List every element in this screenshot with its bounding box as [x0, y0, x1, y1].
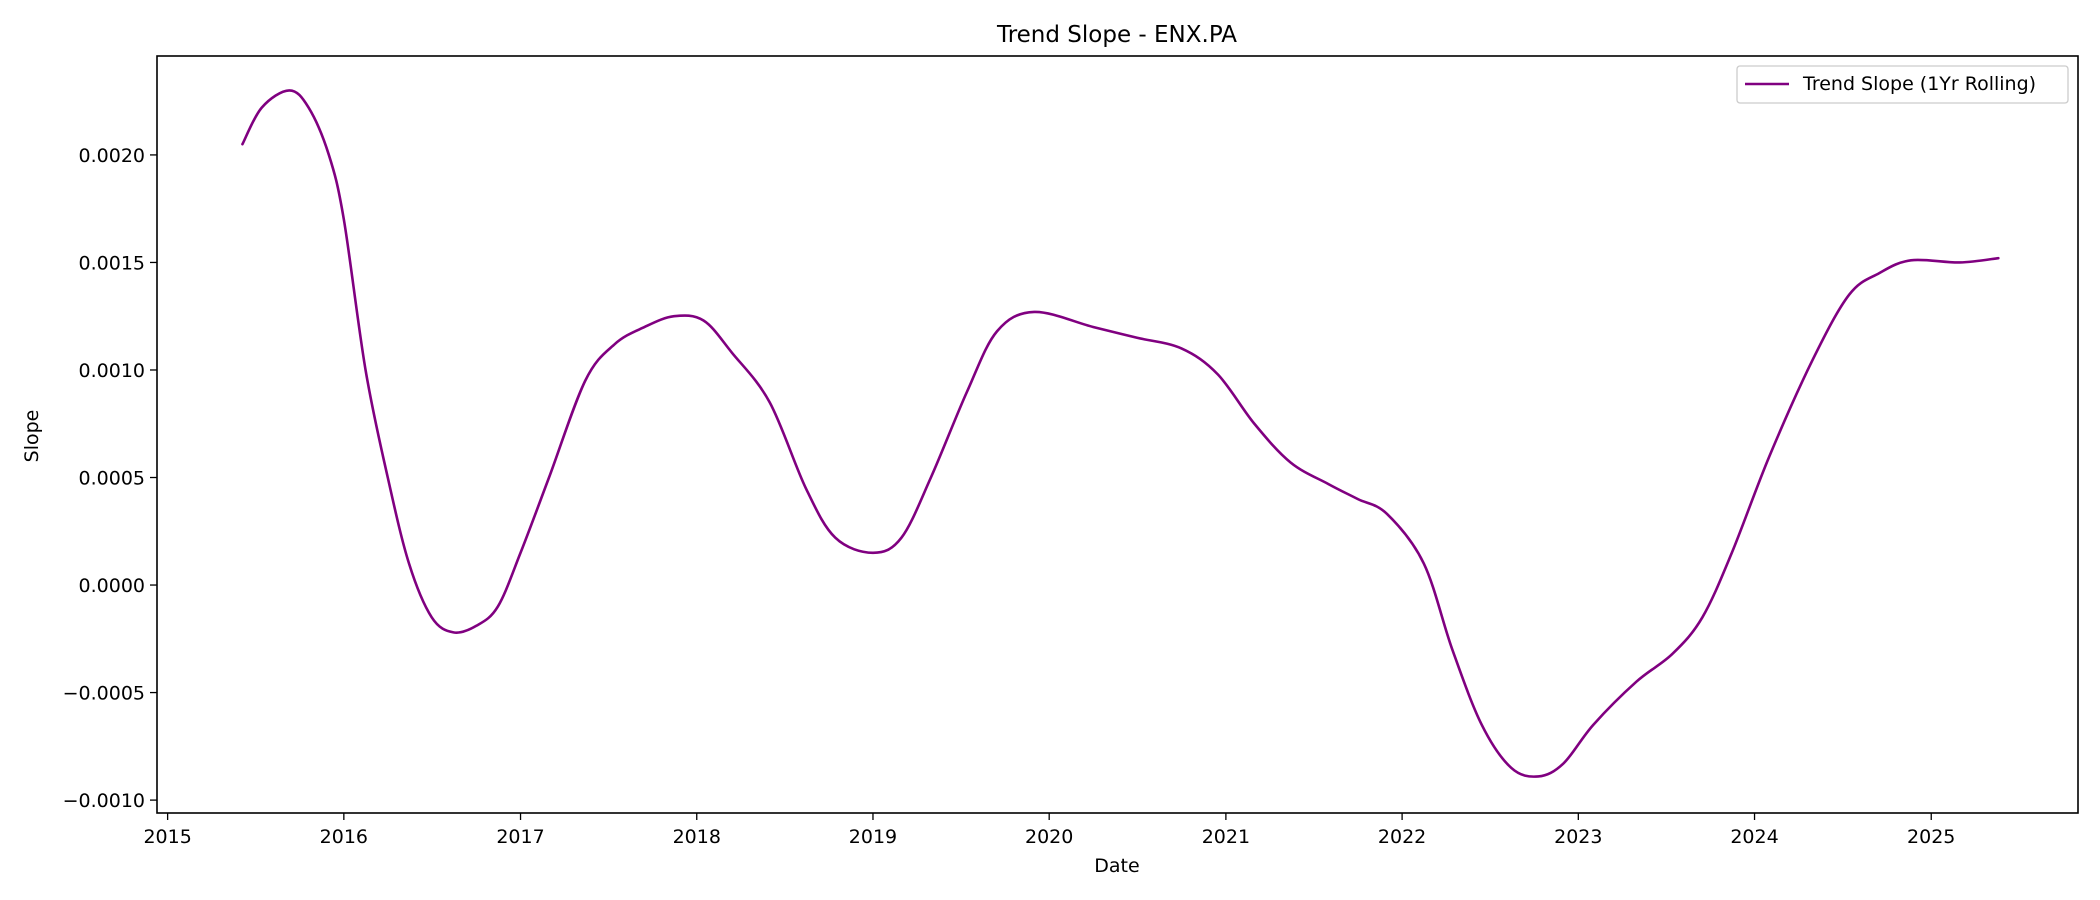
y-axis-label: Slope	[21, 410, 43, 463]
x-tick-label: 2024	[1730, 826, 1778, 848]
y-tick-label: 0.0020	[79, 145, 145, 167]
y-tick-label: −0.0010	[63, 790, 145, 812]
y-tick-label: 0.0005	[79, 468, 145, 490]
legend-label: Trend Slope (1Yr Rolling)	[1802, 73, 2036, 95]
x-tick-label: 2023	[1554, 826, 1602, 848]
plot-frame	[156, 55, 2079, 814]
y-tick-label: 0.0015	[79, 252, 145, 274]
x-tick-label: 2025	[1907, 826, 1955, 848]
x-tick-label: 2016	[320, 826, 368, 848]
y-axis-ticks: −0.0010 −0.0005 0.0000 0.0005 0.0010 0.0015 0.…	[63, 145, 157, 812]
plot-area	[241, 89, 2000, 778]
x-tick-label: 2022	[1378, 826, 1426, 848]
x-tick-label: 2021	[1202, 826, 1250, 848]
x-tick-label: 2018	[673, 826, 721, 848]
x-axis-label: Date	[1094, 855, 1139, 877]
x-tick-label: 2017	[496, 826, 544, 848]
legend-box	[1736, 65, 2069, 104]
y-tick-label: 0.0010	[79, 360, 145, 382]
x-tick-label: 2015	[143, 826, 191, 848]
x-axis-ticks: 2015 2016 2017 2018 2019 2020 2021 2022 2023 2024…	[143, 813, 1955, 848]
legend: Trend Slope (1Yr Rolling)	[1736, 65, 2069, 104]
x-tick-label: 2019	[849, 826, 897, 848]
y-tick-label: −0.0005	[63, 683, 145, 705]
series-line-trend-slope	[241, 89, 2000, 778]
y-tick-label: 0.0000	[79, 575, 145, 597]
chart-title: Trend Slope - ENX.PA	[996, 22, 1237, 48]
x-tick-label: 2020	[1025, 826, 1073, 848]
